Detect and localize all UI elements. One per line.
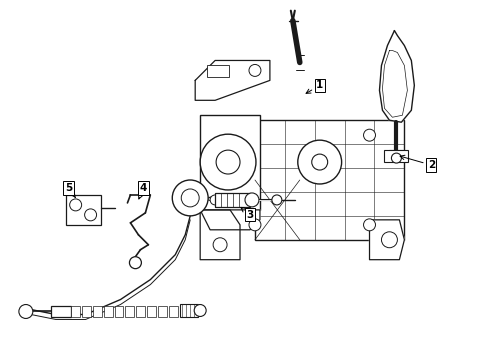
Circle shape bbox=[390, 153, 401, 163]
Bar bbox=[103, 306, 112, 318]
Bar bbox=[180, 303, 198, 318]
Bar bbox=[51, 306, 71, 318]
Circle shape bbox=[129, 257, 141, 269]
Polygon shape bbox=[369, 220, 404, 260]
Circle shape bbox=[248, 219, 261, 231]
Circle shape bbox=[297, 140, 341, 184]
Bar bbox=[147, 306, 156, 318]
Text: 3: 3 bbox=[241, 207, 253, 220]
Circle shape bbox=[213, 238, 226, 252]
Bar bbox=[384, 150, 407, 162]
Text: 5: 5 bbox=[65, 183, 75, 197]
Bar bbox=[114, 306, 123, 318]
Bar bbox=[215, 193, 249, 207]
Circle shape bbox=[240, 195, 249, 205]
Bar bbox=[158, 306, 167, 318]
Polygon shape bbox=[200, 210, 240, 260]
Text: 2: 2 bbox=[399, 155, 434, 170]
Circle shape bbox=[210, 195, 220, 205]
Bar bbox=[254, 120, 404, 240]
Circle shape bbox=[248, 64, 261, 76]
Bar bbox=[71, 306, 80, 318]
Bar bbox=[92, 306, 102, 318]
Polygon shape bbox=[379, 31, 413, 122]
Circle shape bbox=[194, 305, 206, 316]
Circle shape bbox=[381, 232, 397, 248]
Circle shape bbox=[311, 154, 327, 170]
Circle shape bbox=[172, 180, 208, 216]
Circle shape bbox=[19, 305, 33, 319]
Bar bbox=[81, 306, 90, 318]
Text: 1: 1 bbox=[305, 80, 323, 93]
Circle shape bbox=[84, 209, 96, 221]
Circle shape bbox=[271, 195, 281, 205]
Circle shape bbox=[363, 129, 375, 141]
Circle shape bbox=[200, 134, 255, 190]
Circle shape bbox=[181, 189, 199, 207]
Circle shape bbox=[244, 193, 259, 207]
Bar bbox=[125, 306, 134, 318]
Polygon shape bbox=[200, 210, 260, 230]
Polygon shape bbox=[195, 60, 269, 100]
Bar bbox=[65, 195, 101, 225]
Circle shape bbox=[216, 150, 240, 174]
Text: 4: 4 bbox=[138, 183, 147, 199]
Circle shape bbox=[69, 199, 81, 211]
Circle shape bbox=[363, 219, 375, 231]
Bar bbox=[200, 115, 260, 210]
Bar bbox=[207, 66, 228, 77]
Bar bbox=[136, 306, 145, 318]
Bar bbox=[169, 306, 178, 318]
